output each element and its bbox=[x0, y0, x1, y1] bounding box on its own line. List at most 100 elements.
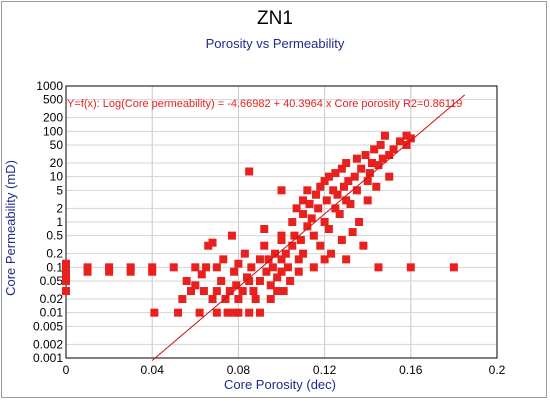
data-point bbox=[303, 186, 312, 195]
data-point bbox=[260, 241, 269, 250]
y-tick-label: 0.02 bbox=[40, 292, 64, 306]
data-point bbox=[355, 218, 364, 226]
data-point bbox=[402, 131, 411, 140]
data-point bbox=[374, 263, 383, 272]
data-point bbox=[273, 287, 282, 296]
data-point bbox=[227, 231, 236, 240]
data-point bbox=[314, 204, 323, 213]
data-point bbox=[378, 154, 387, 163]
data-point bbox=[279, 287, 288, 296]
data-point bbox=[357, 164, 366, 173]
data-point bbox=[396, 137, 405, 146]
data-point bbox=[225, 287, 234, 296]
data-point bbox=[245, 276, 254, 285]
data-point bbox=[389, 145, 398, 154]
data-point bbox=[307, 214, 316, 223]
regression-line bbox=[151, 94, 465, 361]
data-point bbox=[212, 287, 221, 296]
data-point bbox=[126, 263, 135, 272]
data-point bbox=[309, 231, 318, 240]
data-point bbox=[212, 263, 221, 272]
data-point bbox=[255, 255, 264, 264]
y-tick-label: 0.001 bbox=[33, 351, 63, 365]
data-point bbox=[329, 186, 338, 195]
data-point bbox=[199, 287, 208, 296]
data-point bbox=[255, 276, 264, 285]
data-point bbox=[346, 199, 355, 208]
y-tick-label: 20 bbox=[50, 156, 64, 170]
data-point bbox=[219, 255, 228, 264]
data-point bbox=[83, 267, 92, 276]
data-point bbox=[299, 196, 308, 205]
data-point bbox=[352, 186, 361, 195]
data-point bbox=[283, 263, 292, 272]
data-point bbox=[230, 267, 239, 276]
data-point bbox=[335, 210, 344, 219]
data-point bbox=[322, 196, 331, 205]
data-point bbox=[105, 267, 114, 276]
x-axis-label: Core Porosity (dec) bbox=[224, 377, 336, 392]
data-point bbox=[260, 225, 269, 234]
data-point bbox=[148, 267, 157, 276]
data-point bbox=[191, 281, 200, 290]
data-point bbox=[202, 263, 211, 272]
data-point bbox=[178, 295, 187, 304]
y-tick-label: 1 bbox=[56, 215, 63, 229]
data-point bbox=[126, 267, 135, 276]
data-point bbox=[352, 154, 361, 163]
data-point bbox=[385, 151, 394, 160]
data-point bbox=[255, 308, 264, 317]
data-point bbox=[299, 249, 308, 258]
data-point bbox=[324, 172, 333, 181]
data-point bbox=[281, 249, 290, 258]
data-point bbox=[305, 199, 314, 208]
data-point bbox=[208, 238, 217, 247]
data-point bbox=[299, 210, 308, 219]
data-point bbox=[234, 259, 243, 268]
data-point bbox=[294, 267, 303, 276]
data-point bbox=[342, 159, 351, 168]
y-tick-label: 0.01 bbox=[40, 306, 64, 320]
data-point bbox=[290, 231, 299, 240]
data-point bbox=[406, 263, 415, 272]
data-point bbox=[406, 134, 415, 143]
regression-equation: Y=f(x): Log(Core permeability) = -4.6698… bbox=[67, 98, 462, 110]
y-tick-label: 50 bbox=[50, 138, 64, 152]
data-point bbox=[249, 287, 258, 296]
y-tick-label: 10 bbox=[50, 170, 64, 184]
x-tick-label: 0.08 bbox=[227, 363, 251, 377]
data-point bbox=[342, 196, 351, 205]
y-tick-label: 0.1 bbox=[46, 260, 63, 274]
data-point bbox=[316, 182, 325, 191]
data-point bbox=[365, 169, 374, 178]
x-tick-label: 0.16 bbox=[399, 363, 423, 377]
chart-subtitle: Porosity vs Permeability bbox=[206, 36, 345, 51]
data-point bbox=[62, 287, 70, 296]
data-point bbox=[262, 267, 271, 276]
data-points bbox=[62, 131, 458, 317]
y-tick-label: 0.5 bbox=[46, 229, 63, 243]
data-point bbox=[324, 225, 333, 234]
data-point bbox=[204, 241, 213, 250]
y-tick-label: 0.2 bbox=[46, 247, 63, 261]
data-point bbox=[292, 204, 301, 213]
data-point bbox=[277, 231, 286, 240]
y-tick-label: 500 bbox=[43, 93, 63, 107]
y-tick-label: 2 bbox=[56, 201, 63, 215]
data-point bbox=[277, 236, 286, 245]
data-point bbox=[359, 241, 368, 250]
data-point bbox=[363, 196, 372, 205]
data-point bbox=[344, 177, 353, 186]
x-tick-label: 0.12 bbox=[313, 363, 337, 377]
data-point bbox=[247, 263, 256, 272]
data-point bbox=[268, 263, 277, 272]
data-point bbox=[186, 287, 195, 296]
data-point bbox=[234, 295, 243, 304]
data-point bbox=[277, 255, 286, 264]
data-point bbox=[251, 295, 260, 304]
data-point bbox=[182, 276, 191, 285]
data-point bbox=[320, 255, 329, 264]
data-point bbox=[234, 308, 243, 317]
data-point bbox=[83, 263, 92, 272]
